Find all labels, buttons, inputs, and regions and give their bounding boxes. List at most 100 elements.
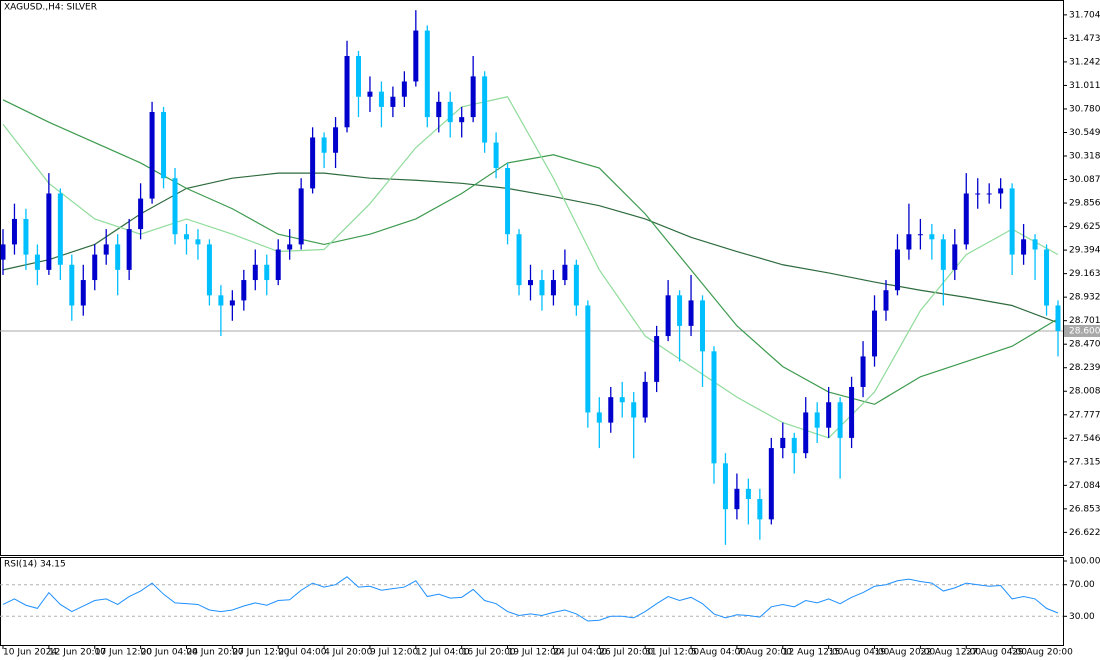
candle-body — [975, 193, 981, 195]
y-tick-label: 28.008 — [1069, 387, 1100, 397]
candle-body — [23, 218, 29, 255]
y-tick-label: 30.318 — [1069, 152, 1100, 162]
y-tick-label: 28.239 — [1069, 363, 1100, 373]
x-tick-label: 7 Aug 20:00 — [737, 648, 792, 658]
moving-average — [2, 96, 1059, 439]
y-tick-label: 29.856 — [1069, 199, 1100, 209]
y-tick-label: 31.242 — [1069, 57, 1100, 67]
candle-body — [734, 488, 740, 510]
x-tick-label: 5 Aug 04:00 — [691, 648, 746, 658]
candle-body — [688, 300, 694, 326]
candle-body — [252, 264, 258, 281]
candle-body — [952, 244, 958, 270]
candle-body — [161, 112, 167, 179]
candle-body — [1032, 239, 1038, 250]
candle-body — [642, 381, 648, 418]
rsi-line — [2, 576, 1059, 622]
candle-body — [940, 239, 946, 270]
x-tick-label: 12 Jul 04:00 — [416, 648, 470, 658]
y-tick-label: 31.473 — [1069, 34, 1100, 44]
candle-body — [780, 437, 786, 449]
candle-body — [333, 127, 339, 153]
candle-body — [206, 244, 212, 296]
x-tick-label: 27 Jun 12:00 — [232, 648, 289, 658]
candle-body — [998, 188, 1004, 194]
y-tick-label: 27.777 — [1069, 410, 1100, 420]
candle-body — [470, 76, 476, 118]
candle-body — [528, 280, 533, 286]
y-tick-label: 28.470 — [1069, 340, 1100, 350]
y-tick-label: 26.622 — [1069, 528, 1100, 538]
y-tick-label: 31.011 — [1069, 81, 1100, 91]
candle-body — [390, 96, 396, 107]
candle-body — [264, 264, 270, 281]
candle-body — [149, 112, 155, 199]
candle-body — [11, 218, 17, 245]
x-tick-label: 2 Jul 04:00 — [278, 648, 327, 658]
candle-body — [585, 305, 591, 413]
candle-body — [1009, 188, 1015, 255]
y-tick-label: 100.00 — [1069, 557, 1100, 567]
candle-body — [596, 412, 602, 423]
y-tick-label: 70.00 — [1069, 580, 1095, 590]
candle-body — [195, 239, 201, 245]
candle-body — [573, 264, 579, 306]
candle-body — [413, 30, 419, 82]
candle-body — [608, 397, 614, 423]
y-tick-label: 30.549 — [1069, 128, 1100, 138]
candle-body — [344, 56, 350, 128]
y-tick-label: 30.087 — [1069, 175, 1100, 185]
candle-body — [894, 249, 900, 291]
y-tick-label: 31.704 — [1069, 10, 1100, 20]
candle-body — [459, 117, 465, 123]
candle-body — [791, 437, 797, 454]
candle-body — [745, 488, 751, 499]
candle-body — [241, 280, 247, 301]
x-tick-label: 4 Jul 20:00 — [324, 648, 373, 658]
candle-body — [986, 193, 992, 195]
candle-body — [401, 81, 407, 97]
candle-body — [69, 264, 75, 306]
candle-body — [298, 188, 304, 245]
candle-body — [757, 498, 763, 520]
x-tick-label: 22 Aug 12:00 — [920, 648, 981, 658]
candle-body — [321, 137, 327, 153]
x-tick-label: 24 Jul 04:00 — [553, 648, 607, 658]
y-tick-label: 27.084 — [1069, 481, 1100, 491]
candle-body — [115, 244, 121, 270]
candle-body — [860, 356, 866, 387]
y-tick-label: 26.853 — [1069, 504, 1100, 514]
x-tick-label: 12 Aug 12:00 — [783, 648, 844, 658]
candle-body — [92, 254, 98, 281]
x-tick-label: 26 Jul 20:00 — [599, 648, 653, 658]
x-tick-label: 29 Aug 20:00 — [1012, 648, 1073, 658]
candle-body — [883, 290, 889, 311]
x-tick-label: 27 Aug 04:00 — [966, 648, 1027, 658]
candle-body — [1055, 305, 1061, 331]
candle-body — [126, 229, 132, 270]
x-tick-label: 10 Jun 2024 — [3, 648, 57, 658]
y-tick-label: 27.546 — [1069, 434, 1100, 444]
candle-body — [677, 295, 683, 326]
candle-body — [103, 244, 109, 255]
candle-body — [1044, 249, 1050, 306]
candle-body — [447, 101, 453, 123]
y-tick-label: 30.00 — [1069, 612, 1095, 622]
candle-body — [654, 336, 660, 382]
candle-body — [424, 30, 430, 118]
candle-body — [550, 280, 556, 296]
x-tick-label: 16 Jul 20:00 — [462, 648, 516, 658]
moving-average — [2, 172, 1059, 324]
main-panel — [0, 0, 1064, 556]
x-tick-label: 19 Aug 20:00 — [875, 648, 936, 658]
candle-body — [57, 193, 63, 265]
candle-body — [172, 178, 178, 235]
candle-body — [218, 295, 224, 306]
rsi-title: RSI(14) 34.15 — [4, 560, 66, 570]
y-tick-label: 29.163 — [1069, 269, 1100, 279]
candle-body — [34, 254, 40, 270]
candle-body — [665, 295, 671, 337]
candle-body — [80, 280, 86, 306]
candle-body — [482, 76, 488, 143]
